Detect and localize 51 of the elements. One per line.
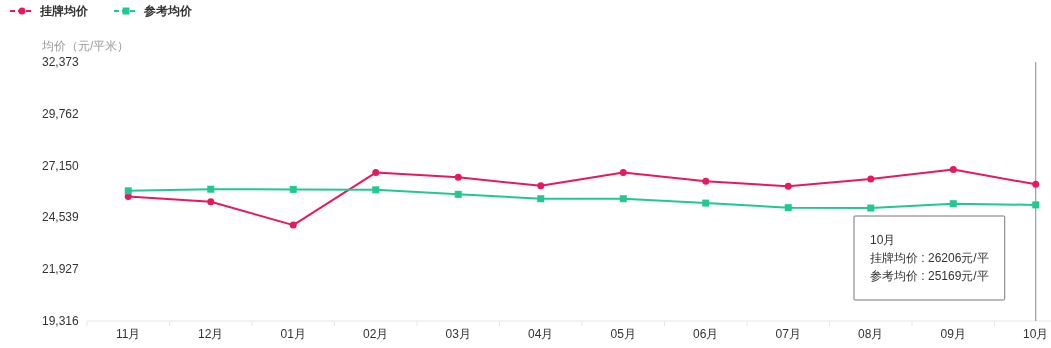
- point: [784, 204, 792, 212]
- tooltip: 10月 挂牌均价 : 26206元/平 参考均价 : 25169元/平: [853, 215, 1006, 301]
- x-tick-label: 08月: [858, 327, 884, 341]
- x-tick-label: 03月: [445, 327, 471, 341]
- point: [537, 195, 545, 203]
- point: [289, 221, 297, 229]
- point: [454, 173, 462, 181]
- point: [867, 204, 875, 212]
- point: [372, 186, 380, 194]
- annotation: 挂牌均价 : 26206元/平: [870, 251, 989, 265]
- x-tick-label: 09月: [940, 327, 966, 341]
- y-tick-label: 24,539: [42, 210, 80, 225]
- x-tick-label: 05月: [610, 327, 636, 341]
- point: [702, 177, 710, 185]
- point: [702, 199, 710, 207]
- point: [372, 169, 380, 177]
- point: [619, 195, 627, 203]
- x-tick-label: 07月: [775, 327, 801, 341]
- point: [454, 190, 462, 198]
- y-axis-title: 均价（元/平米）: [41, 39, 130, 53]
- legend-label: 挂牌均价: [39, 4, 89, 18]
- legend-item: 挂牌均价: [9, 4, 88, 18]
- x-tick-label: 11月: [116, 327, 141, 341]
- legend-label: 参考均价: [143, 4, 193, 18]
- point: [784, 182, 792, 190]
- point: [949, 200, 957, 208]
- point: [124, 193, 132, 201]
- y-tick-label: 27,150: [42, 158, 80, 173]
- point: [1032, 180, 1040, 188]
- y-tick-label: 32,373: [42, 55, 80, 69]
- x-tick-label: 10月: [1023, 327, 1049, 341]
- x-tick-label: 01月: [280, 327, 306, 341]
- point: [207, 198, 215, 206]
- annotation: 参考均价 : 25169元/平: [870, 269, 989, 283]
- point: [1032, 201, 1040, 209]
- x-tick-label: 04月: [528, 327, 554, 341]
- x-tick-label: 06月: [693, 327, 719, 341]
- point: [619, 169, 627, 177]
- legend-item: 参考均价: [113, 4, 192, 18]
- point: [207, 185, 215, 193]
- point: [949, 166, 957, 174]
- y-tick-label: 29,762: [42, 106, 80, 121]
- point: [537, 182, 545, 190]
- x-tick-label: 02月: [363, 327, 389, 341]
- point: [867, 175, 875, 183]
- y-tick-label: 19,316: [42, 314, 80, 328]
- point: [124, 187, 132, 195]
- annotation: 10月: [870, 233, 896, 247]
- point: [289, 185, 297, 193]
- x-tick-label: 12月: [198, 327, 224, 341]
- y-tick-label: 21,927: [42, 262, 80, 277]
